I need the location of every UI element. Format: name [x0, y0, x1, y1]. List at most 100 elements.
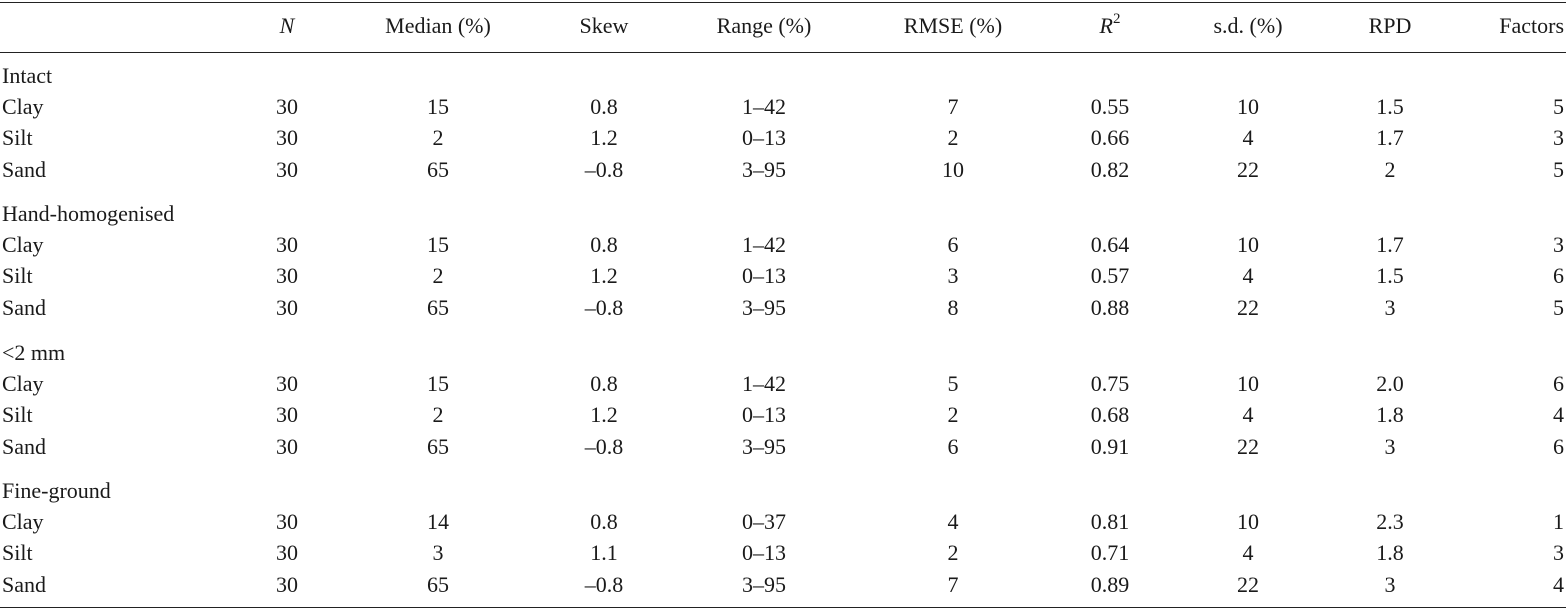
table-row: Clay 30 14 0.8 0–37 4 0.81 10 2.3 1 [0, 508, 1566, 536]
header-rmse: RMSE (%) [903, 13, 1003, 38]
cell-rmse: 2 [947, 540, 959, 566]
cell-material: Silt [2, 540, 33, 566]
cell-rpd: 2 [1384, 156, 1396, 182]
header-rpd: RPD [1368, 13, 1412, 38]
cell-median: 65 [427, 294, 449, 320]
cell-n: 30 [276, 509, 298, 535]
cell-rmse: 2 [947, 125, 959, 151]
cell-material: Silt [2, 402, 33, 428]
header-skew: Skew [579, 13, 629, 38]
cell-n: 30 [276, 371, 298, 397]
cell-n: 30 [276, 263, 298, 289]
cell-rpd: 1.7 [1376, 232, 1404, 258]
cell-material: Sand [2, 156, 46, 182]
header-median: Median (%) [385, 13, 491, 38]
cell-factors: 5 [1553, 294, 1564, 320]
cell-material: Silt [2, 263, 33, 289]
cell-rpd: 1.8 [1376, 402, 1404, 428]
cell-material: Sand [2, 294, 46, 320]
cell-r2: 0.81 [1090, 509, 1130, 535]
cell-rmse: 3 [947, 263, 959, 289]
cell-rmse: 6 [947, 433, 959, 459]
header-factors: Factors [1499, 13, 1564, 38]
cell-rpd: 1.8 [1376, 540, 1404, 566]
cell-material: Clay [2, 94, 44, 120]
cell-median: 15 [427, 232, 449, 258]
cell-sd: 10 [1237, 232, 1259, 258]
cell-material: Silt [2, 125, 33, 151]
cell-r2: 0.71 [1090, 540, 1130, 566]
table-row: Clay 30 15 0.8 1–42 5 0.75 10 2.0 6 [0, 370, 1566, 398]
cell-sd: 10 [1237, 509, 1259, 535]
cell-median: 14 [427, 509, 449, 535]
cell-factors: 6 [1553, 433, 1564, 459]
cell-material: Sand [2, 433, 46, 459]
cell-rpd: 2.3 [1376, 509, 1404, 535]
table-row: Sand 30 65 –0.8 3–95 10 0.82 22 2 5 [0, 156, 1566, 184]
bottom-rule [0, 607, 1566, 608]
cell-material: Clay [2, 371, 44, 397]
cell-n: 30 [276, 94, 298, 120]
table-row: Silt 30 2 1.2 0–13 2 0.66 4 1.7 3 [0, 124, 1566, 152]
cell-skew: –0.8 [584, 294, 624, 320]
top-rule [0, 2, 1566, 3]
cell-median: 65 [427, 571, 449, 597]
cell-range: 0–13 [742, 540, 786, 566]
cell-skew: 1.2 [590, 125, 618, 151]
cell-r2: 0.66 [1090, 125, 1130, 151]
cell-r2: 0.64 [1090, 232, 1130, 258]
table-row: Clay 30 15 0.8 1–42 7 0.55 10 1.5 5 [0, 93, 1566, 121]
cell-r2: 0.75 [1090, 371, 1130, 397]
cell-factors: 6 [1553, 263, 1564, 289]
cell-rmse: 8 [947, 294, 959, 320]
cell-median: 65 [427, 156, 449, 182]
header-r2-letter: R [1099, 13, 1113, 38]
cell-factors: 1 [1553, 509, 1564, 535]
cell-sd: 4 [1242, 263, 1254, 289]
table-row: Sand 30 65 –0.8 3–95 7 0.89 22 3 4 [0, 571, 1566, 599]
cell-sd: 22 [1237, 294, 1259, 320]
cell-range: 3–95 [742, 294, 786, 320]
cell-factors: 6 [1553, 371, 1564, 397]
table-row: Silt 30 2 1.2 0–13 3 0.57 4 1.5 6 [0, 262, 1566, 290]
cell-rmse: 7 [947, 571, 959, 597]
header-rule [0, 52, 1566, 53]
cell-rpd: 1.5 [1376, 263, 1404, 289]
cell-rpd: 3 [1384, 294, 1396, 320]
cell-median: 15 [427, 94, 449, 120]
cell-factors: 5 [1553, 94, 1564, 120]
table-row: Sand 30 65 –0.8 3–95 8 0.88 22 3 5 [0, 294, 1566, 322]
cell-sd: 22 [1237, 571, 1259, 597]
cell-factors: 4 [1553, 402, 1564, 428]
cell-r2: 0.88 [1090, 294, 1130, 320]
cell-range: 0–13 [742, 402, 786, 428]
cell-sd: 22 [1237, 433, 1259, 459]
cell-rpd: 3 [1384, 433, 1396, 459]
cell-rmse: 10 [942, 156, 964, 182]
cell-material: Sand [2, 571, 46, 597]
cell-factors: 3 [1553, 232, 1564, 258]
header-row: N Median (%) Skew Range (%) RMSE (%) R2 … [0, 11, 1566, 40]
cell-median: 2 [432, 263, 444, 289]
cell-skew: 0.8 [590, 509, 618, 535]
cell-skew: –0.8 [584, 156, 624, 182]
cell-range: 1–42 [742, 94, 786, 120]
cell-rmse: 6 [947, 232, 959, 258]
cell-n: 30 [276, 433, 298, 459]
cell-sd: 4 [1242, 540, 1254, 566]
cell-skew: 0.8 [590, 371, 618, 397]
group-heading: Hand-homogenised [2, 201, 175, 226]
cell-sd: 22 [1237, 156, 1259, 182]
cell-median: 15 [427, 371, 449, 397]
cell-factors: 3 [1553, 125, 1564, 151]
cell-factors: 5 [1553, 156, 1564, 182]
cell-range: 3–95 [742, 571, 786, 597]
cell-median: 3 [432, 540, 444, 566]
cell-n: 30 [276, 294, 298, 320]
cell-rmse: 5 [947, 371, 959, 397]
table-row: Silt 30 3 1.1 0–13 2 0.71 4 1.8 3 [0, 539, 1566, 567]
cell-range: 0–13 [742, 125, 786, 151]
group-heading-row: Hand-homogenised [0, 200, 1566, 228]
cell-n: 30 [276, 156, 298, 182]
cell-median: 2 [432, 402, 444, 428]
